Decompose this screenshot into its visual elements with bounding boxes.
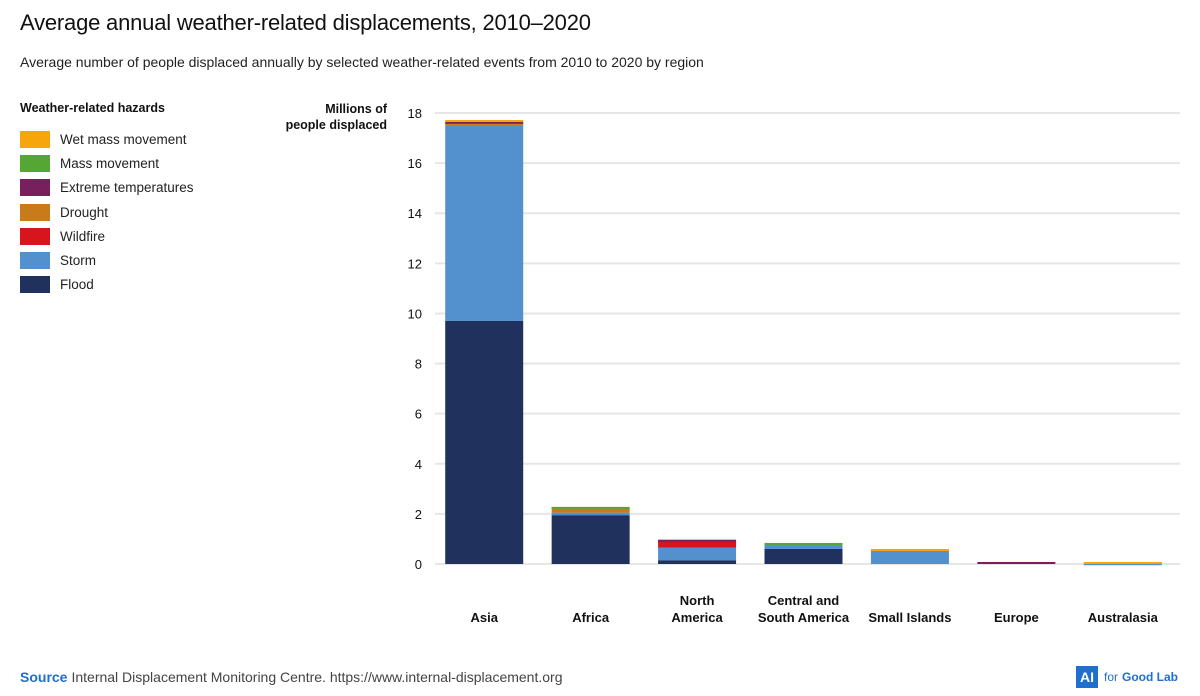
legend-label: Flood bbox=[60, 277, 94, 293]
brand-for: for bbox=[1103, 670, 1118, 684]
x-category-label: America bbox=[671, 610, 723, 625]
y-axis-label: people displaced bbox=[286, 118, 387, 132]
y-axis-label: Millions of bbox=[325, 102, 388, 116]
x-category-label: Europe bbox=[994, 610, 1039, 625]
legend-label: Mass movement bbox=[60, 155, 160, 171]
source-text: Internal Displacement Monitoring Centre.… bbox=[71, 669, 563, 685]
legend-item: Drought bbox=[20, 200, 194, 224]
y-tick-label: 18 bbox=[408, 106, 422, 121]
bar-segment-storm bbox=[658, 547, 737, 561]
legend-label: Extreme temperatures bbox=[60, 180, 194, 196]
legend: Weather-related hazards Wet mass movemen… bbox=[20, 101, 194, 297]
bar-segment-drought bbox=[445, 123, 524, 126]
source-label: Source bbox=[20, 669, 68, 685]
bar-segment-flood bbox=[445, 320, 524, 564]
x-category-label: South America bbox=[758, 610, 850, 625]
legend-label: Storm bbox=[60, 253, 97, 269]
x-category-label: Central and bbox=[768, 593, 840, 608]
x-category-label: Small Islands bbox=[868, 610, 951, 625]
legend-item: Mass movement bbox=[20, 151, 194, 175]
x-category-label: Asia bbox=[470, 610, 498, 625]
y-tick-label: 14 bbox=[408, 206, 422, 221]
bar-segment-wet-mass-movement bbox=[445, 120, 524, 123]
bar-segment-storm bbox=[1083, 563, 1162, 566]
bar-segment-drought bbox=[551, 507, 630, 513]
bar-segment-storm bbox=[870, 550, 949, 564]
bar-segment-mass-movement bbox=[764, 542, 843, 545]
legend-item: Wildfire bbox=[20, 224, 194, 248]
bar-segment-extreme-temperatures bbox=[445, 121, 524, 124]
bar-segment-storm bbox=[445, 125, 524, 321]
y-tick-label: 2 bbox=[415, 507, 422, 522]
y-tick-label: 4 bbox=[415, 457, 422, 472]
legend-item: Wet mass movement bbox=[20, 127, 194, 151]
legend-swatch bbox=[20, 130, 50, 148]
chart-subtitle: Average number of people displaced annua… bbox=[20, 54, 704, 70]
bar-segment-flood bbox=[764, 548, 843, 564]
x-category-label: North bbox=[680, 593, 715, 608]
legend-swatch bbox=[20, 179, 50, 197]
bar-segment-storm bbox=[551, 512, 630, 516]
y-tick-label: 0 bbox=[415, 557, 422, 572]
y-tick-label: 12 bbox=[408, 256, 422, 271]
legend-title: Weather-related hazards bbox=[20, 101, 165, 115]
legend-item: Extreme temperatures bbox=[20, 176, 194, 200]
legend-label: Drought bbox=[60, 204, 109, 220]
legend-item: Storm bbox=[20, 248, 194, 272]
bar-segment-flood bbox=[551, 515, 630, 564]
bar-segment-storm bbox=[764, 543, 843, 549]
y-tick-label: 10 bbox=[408, 306, 422, 321]
brand-logo: AI for Good Lab bbox=[1075, 666, 1178, 688]
bar-segment-wet-mass-movement bbox=[870, 548, 949, 551]
bar-segment-wildfire bbox=[658, 540, 737, 548]
y-tick-label: 16 bbox=[408, 156, 422, 171]
y-tick-label: 6 bbox=[415, 407, 422, 422]
legend-swatch bbox=[20, 203, 50, 221]
x-category-label: Australasia bbox=[1088, 610, 1159, 625]
bar-segment-wet-mass-movement bbox=[1083, 561, 1162, 564]
ai-logo-icon: AI bbox=[1075, 666, 1098, 688]
bar-segment-flood bbox=[658, 560, 737, 564]
x-category-label: Africa bbox=[572, 610, 610, 625]
legend-swatch bbox=[20, 252, 50, 270]
chart-title: Average annual weather-related displacem… bbox=[20, 10, 591, 35]
legend-swatch bbox=[20, 154, 50, 172]
legend-swatch bbox=[20, 276, 50, 294]
legend-swatch bbox=[20, 227, 50, 245]
legend-item: Flood bbox=[20, 273, 194, 297]
bar-segment-extreme-temperatures bbox=[658, 539, 737, 542]
legend-label: Wildfire bbox=[60, 228, 106, 244]
source-note: Source Internal Displacement Monitoring C… bbox=[20, 669, 562, 685]
legend-label: Wet mass movement bbox=[60, 131, 187, 147]
bar-segment-mass-movement bbox=[551, 506, 630, 509]
brand-name: Good Lab bbox=[1122, 670, 1178, 684]
bar-segment-extreme-temperatures bbox=[977, 561, 1056, 564]
y-tick-label: 8 bbox=[415, 357, 422, 372]
